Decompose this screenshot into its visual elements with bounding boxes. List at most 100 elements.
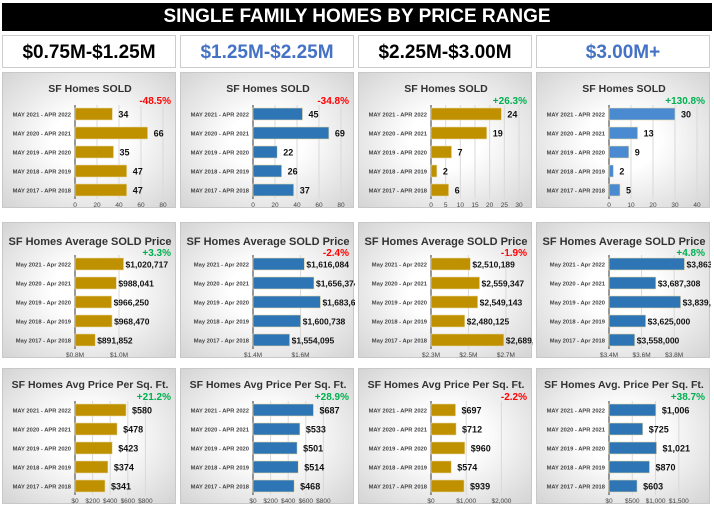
value-label: 19 <box>493 129 503 139</box>
category-label: MAY 2018 - APR 2019 <box>191 170 250 176</box>
bar <box>252 441 298 455</box>
chart-title: SF Homes Average SOLD Price <box>8 236 171 248</box>
category-label: May 2018 - Apr 2019 <box>550 320 606 326</box>
value-label: $468 <box>300 482 320 492</box>
bar-chart: SF Homes SOLD+130.8% 0 10 20 30 40 MAY 2021 - … <box>547 83 706 209</box>
bar <box>74 183 128 197</box>
value-label: 34 <box>118 110 128 120</box>
category-label: MAY 2019 - APR 2020 <box>369 151 427 157</box>
bar <box>252 107 303 121</box>
bar <box>74 164 128 178</box>
value-label: $514 <box>304 463 324 473</box>
x-tick-label: $1,000 <box>646 498 666 505</box>
x-tick-label: 5 <box>444 202 448 209</box>
bar <box>430 257 471 271</box>
dashboard-title: SINGLE FAMILY HOMES BY PRICE RANGE <box>2 3 712 31</box>
bar-chart: SF Homes Avg Price Per Sq. Ft.+21.2% $0 $2… <box>12 379 171 505</box>
category-label: MAY 2021 - APR 2022 <box>369 113 427 119</box>
category-label: May 2017 - Apr 2018 <box>550 339 606 345</box>
percent-change: +21.2% <box>137 392 171 403</box>
bar-chart: SF Homes SOLD -34.8% 0 20 40 60 80 MAY 2021 - A… <box>191 83 350 209</box>
x-tick-label: 10 <box>457 202 465 209</box>
x-tick-label: $0 <box>71 498 79 505</box>
value-label: $1,554,095 <box>292 336 335 346</box>
bar-chart: SF Homes Average SOLD Price-1.9% $2.3M $2.… <box>364 236 533 359</box>
value-label: $1,006 <box>662 406 690 416</box>
x-tick-label: $600 <box>121 498 136 505</box>
bar <box>430 441 466 455</box>
x-tick-label: $0.8M <box>66 352 84 359</box>
category-label: MAY 2019 - APR 2020 <box>191 151 249 157</box>
value-label: $988,041 <box>118 279 154 289</box>
value-label: $2,549,143 <box>480 298 523 308</box>
bar <box>74 145 114 159</box>
category-label: May 2020 - Apr 2021 <box>16 282 72 288</box>
percent-change: -1.9% <box>501 248 527 259</box>
x-tick-label: 10 <box>627 202 635 209</box>
value-label: $3,625,000 <box>648 317 691 327</box>
category-label: MAY 2019 - APR 2020 <box>191 447 249 453</box>
chart-panel: SF Homes Avg Price Per Sq. Ft. +28.9% $0 $2… <box>180 368 354 505</box>
x-tick-label: $1,500 <box>669 498 689 505</box>
bar <box>74 295 112 309</box>
value-label: $501 <box>303 444 323 454</box>
value-label: 37 <box>300 186 310 196</box>
value-label: $3,863,253 <box>686 260 711 270</box>
category-label: MAY 2020 - APR 2021 <box>547 428 606 434</box>
category-label: May 2020 - Apr 2021 <box>372 282 428 288</box>
x-tick-label: 40 <box>293 202 301 209</box>
value-label: $1,616,084 <box>306 260 349 270</box>
bar <box>74 460 109 474</box>
chart-title: SF Homes Average SOLD Price <box>186 236 349 248</box>
bar <box>74 314 113 328</box>
category-label: May 2018 - Apr 2019 <box>194 320 250 326</box>
x-tick-label: $2.7M <box>497 352 515 359</box>
value-label: $580 <box>132 406 152 416</box>
x-tick-label: $200 <box>263 498 278 505</box>
category-label: May 2017 - Apr 2018 <box>16 339 72 345</box>
x-tick-label: $0 <box>427 498 435 505</box>
bar <box>608 183 621 197</box>
category-label: May 2017 - Apr 2018 <box>372 339 428 345</box>
bar <box>74 422 118 436</box>
x-tick-label: $1.0M <box>110 352 128 359</box>
category-label: MAY 2019 - APR 2020 <box>13 151 71 157</box>
value-label: $960 <box>471 444 491 454</box>
category-label: May 2018 - Apr 2019 <box>372 320 428 326</box>
category-label: MAY 2020 - APR 2021 <box>191 428 250 434</box>
chart-title: SF Homes SOLD <box>226 83 310 95</box>
category-label: May 2021 - Apr 2022 <box>550 263 605 269</box>
category-label: MAY 2019 - APR 2020 <box>13 447 71 453</box>
x-tick-label: 40 <box>115 202 123 209</box>
category-label: May 2017 - Apr 2018 <box>194 339 250 345</box>
x-tick-label: 0 <box>251 202 255 209</box>
category-label: MAY 2018 - APR 2019 <box>13 466 72 472</box>
value-label: $697 <box>462 406 482 416</box>
chart-panel: SF Homes Average SOLD Price -1.9% $2.3M $2.… <box>358 222 533 359</box>
x-tick-label: 20 <box>649 202 657 209</box>
category-label: MAY 2021 - APR 2022 <box>547 113 605 119</box>
bar <box>252 145 278 159</box>
value-label: $1,683,600 <box>322 298 355 308</box>
category-label: MAY 2019 - APR 2020 <box>369 447 427 453</box>
bar <box>252 333 290 347</box>
value-label: $966,250 <box>114 298 150 308</box>
x-tick-label: $1.6M <box>292 352 310 359</box>
bar <box>74 441 113 455</box>
bar <box>74 276 117 290</box>
chart-panel: SF Homes SOLD +26.3% 0 5 10 15 20 25 30 MAY 2021 … <box>358 72 532 209</box>
x-tick-label: 0 <box>429 202 433 209</box>
bar <box>430 276 480 290</box>
bar <box>74 126 148 140</box>
chart-title: SF Homes Avg Price Per Sq. Ft. <box>368 379 525 391</box>
value-label: 24 <box>507 110 517 120</box>
bar <box>252 460 299 474</box>
value-label: $574 <box>457 463 477 473</box>
bar-chart: SF Homes Avg. Price Per Sq. Ft.+38.7% $0 $… <box>544 379 705 505</box>
x-tick-label: 30 <box>671 202 679 209</box>
x-tick-label: $0 <box>605 498 613 505</box>
category-label: MAY 2017 - APR 2018 <box>191 485 250 491</box>
category-label: MAY 2018 - APR 2019 <box>547 466 606 472</box>
x-tick-label: $400 <box>103 498 118 505</box>
x-tick-label: 80 <box>159 202 167 209</box>
